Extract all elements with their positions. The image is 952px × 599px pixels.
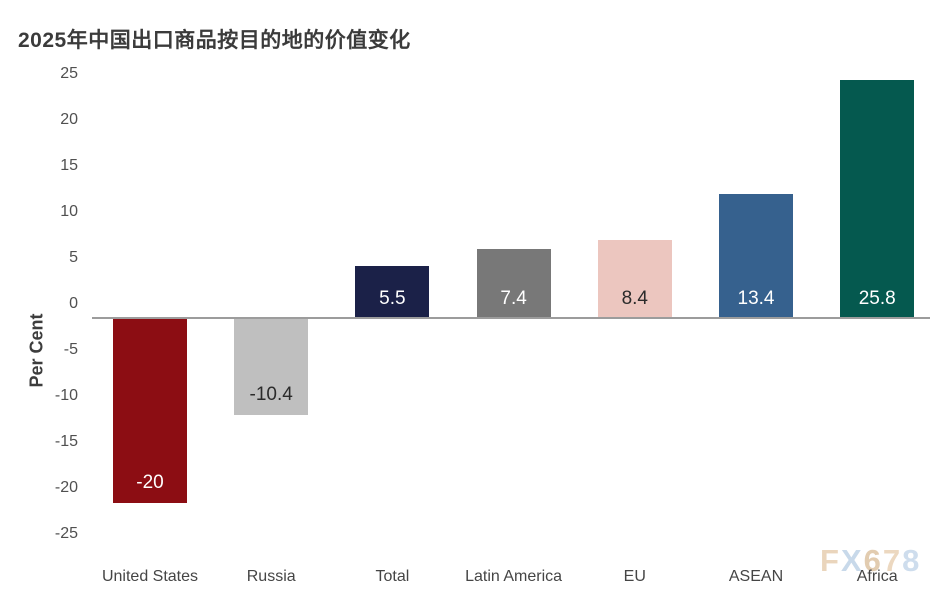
y-tick-label: -10 <box>54 387 78 404</box>
bar-asean: 13.4 <box>719 193 793 317</box>
bar-value-label: -20 <box>136 472 164 493</box>
watermark-letter: F <box>820 543 841 578</box>
watermark-fx678: FX678 <box>820 543 921 579</box>
bar-eu: 8.4 <box>597 239 672 317</box>
x-axis-label-russia: Russia <box>246 568 296 585</box>
watermark-letter: X <box>840 543 864 578</box>
bar-value-label: 8.4 <box>621 287 648 309</box>
bar-value-label: -10.4 <box>249 383 293 405</box>
bar-value-label: 7.4 <box>500 287 527 309</box>
y-tick-label: -15 <box>54 433 78 450</box>
y-tick-label: -25 <box>54 525 78 542</box>
watermark-letter: 6 <box>863 543 883 578</box>
y-tick-label: 15 <box>60 157 78 174</box>
watermark-letter: 8 <box>902 543 922 578</box>
bar-value-label: 13.4 <box>737 287 775 309</box>
y-tick-label: -5 <box>63 341 78 358</box>
x-axis-label-africa: Africa <box>856 568 898 585</box>
bar-russia: -10.4 <box>234 319 309 415</box>
x-axis-label-total: Total <box>375 568 410 585</box>
y-tick-label: 5 <box>69 249 78 266</box>
x-axis-label-eu: EU <box>623 568 646 585</box>
x-axis-label-united-states: United States <box>101 568 199 585</box>
bar-total: 5.5 <box>355 266 430 317</box>
chart-title: 2025年中国出口商品按目的地的价值变化 <box>18 29 411 52</box>
bar-united-states: -20 <box>113 319 187 503</box>
bar-africa: 25.8 <box>840 79 915 317</box>
bar-value-label: 5.5 <box>379 287 406 309</box>
y-tick-label: 20 <box>60 111 78 128</box>
x-axis-label-asean: ASEAN <box>728 568 784 585</box>
x-axis-label-latin-america: Latin America <box>465 568 563 585</box>
bar-value-label: 25.8 <box>858 287 896 309</box>
y-tick-label: 25 <box>60 65 78 82</box>
y-tick-label: -20 <box>54 479 78 496</box>
bar-latin-america: 7.4 <box>476 248 551 317</box>
watermark-letter: 7 <box>882 543 903 578</box>
y-tick-label: 10 <box>60 203 78 220</box>
zero-axis-line <box>92 317 930 319</box>
y-tick-label: 0 <box>69 295 78 312</box>
